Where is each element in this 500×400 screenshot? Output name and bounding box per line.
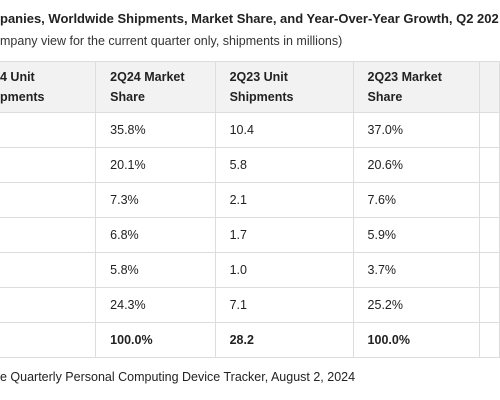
table-cell: 25.2% (352, 287, 481, 323)
table-cell: 2.1 (214, 182, 354, 218)
table-row: 20.1% 5.8 20.6% (0, 147, 500, 183)
header-text: 4 Unit (0, 70, 35, 84)
column-header: 4 Unit pments (0, 61, 97, 113)
table-cell: 7.6% (352, 182, 481, 218)
table-row: 35.8% 10.4 37.0% (0, 112, 500, 148)
table-cell-cropped (479, 147, 500, 183)
table-cell-cropped (479, 217, 500, 253)
table-title: panies, Worldwide Shipments, Market Shar… (0, 11, 499, 26)
column-header-cropped (479, 61, 500, 113)
header-text: Share (367, 90, 403, 104)
table-cell: 35.8% (95, 112, 216, 148)
table-row: 7.3% 2.1 7.6% (0, 182, 500, 218)
table-row: 6.8% 1.7 5.9% (0, 217, 500, 253)
table-cell (0, 287, 97, 323)
table-cell-cropped (479, 252, 500, 288)
table-row: 100.0% 28.2 100.0% (0, 322, 500, 358)
column-header: 2Q23 Market Share (352, 61, 481, 113)
table-cell: 100.0% (352, 322, 481, 358)
header-row: 4 Unit pments 2Q24 Market Share 2Q23 Unit Shi… (0, 61, 500, 113)
table-cell: 28.2 (214, 322, 354, 358)
column-header: 2Q24 Market Share (95, 61, 216, 113)
header-text: Share (110, 90, 145, 104)
table-cell: 5.9% (352, 217, 481, 253)
table-cell: 10.4 (214, 112, 354, 148)
header-text: Shipments (229, 90, 294, 104)
data-table: 4 Unit pments 2Q24 Market Share 2Q23 Unit Shi… (0, 61, 500, 358)
table-cell: 3.7% (352, 252, 481, 288)
table-cell (0, 322, 97, 358)
table-cell: 5.8 (214, 147, 354, 183)
column-header: 2Q23 Unit Shipments (214, 61, 354, 113)
table-cell: 20.1% (95, 147, 216, 183)
table-cell: 24.3% (95, 287, 216, 323)
table-cell (0, 217, 97, 253)
table-cell-cropped (479, 287, 500, 323)
table-cell (0, 112, 97, 148)
table-cell: 100.0% (95, 322, 216, 358)
table-cell: 7.1 (214, 287, 354, 323)
table-cell: 6.8% (95, 217, 216, 253)
table-cell-cropped (479, 182, 500, 218)
table-cell-cropped (479, 112, 500, 148)
header-text: 2Q23 Unit (229, 70, 288, 84)
table-row: 5.8% 1.0 3.7% (0, 252, 500, 288)
table-cell (0, 252, 97, 288)
table-row: 24.3% 7.1 25.2% (0, 287, 500, 323)
table-cell: 5.8% (95, 252, 216, 288)
table-subtitle: mpany view for the current quarter only,… (0, 34, 343, 48)
table-cell: 1.7 (214, 217, 354, 253)
header-text: 2Q24 Market (110, 70, 185, 84)
table-cell: 37.0% (352, 112, 481, 148)
table-cell: 1.0 (214, 252, 354, 288)
source-note: e Quarterly Personal Computing Device Tr… (0, 370, 356, 384)
table-cell (0, 182, 97, 218)
table-cell (0, 147, 97, 183)
table-cell-cropped (479, 322, 500, 358)
table-cell: 7.3% (95, 182, 216, 218)
header-text: pments (0, 90, 45, 104)
table-cell: 20.6% (352, 147, 481, 183)
header-text: 2Q23 Market (367, 70, 442, 84)
